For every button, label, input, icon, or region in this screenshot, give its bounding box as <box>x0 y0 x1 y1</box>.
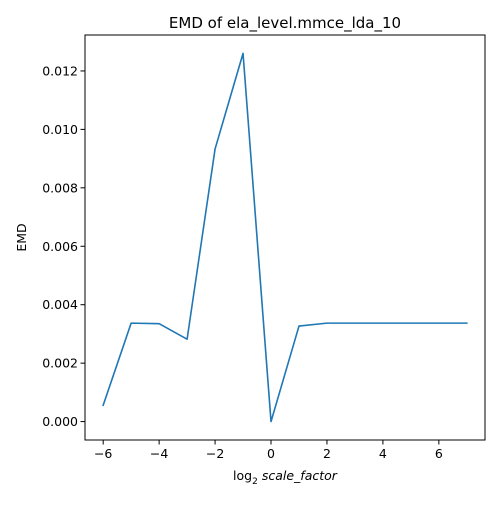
x-axis: −6 −4 −2 0 2 4 6 <box>94 440 443 461</box>
y-tick-label: 0.010 <box>42 122 78 137</box>
x-tick-label: −2 <box>206 446 224 461</box>
x-tick-label: 6 <box>435 446 443 461</box>
y-tick-label: 0.000 <box>42 414 78 429</box>
y-tick-label: 0.012 <box>42 63 78 78</box>
y-axis: 0.000 0.002 0.004 0.006 0.008 0.010 0.012 <box>42 63 85 429</box>
x-tick-label: −6 <box>94 446 112 461</box>
x-tick-label: 2 <box>323 446 331 461</box>
y-axis-label: EMD <box>14 223 29 251</box>
x-tick-label: 4 <box>379 446 387 461</box>
plot-content <box>102 52 468 423</box>
x-axis-label-base: log <box>233 468 252 483</box>
series-line <box>102 52 468 423</box>
y-tick-label: 0.008 <box>42 180 78 195</box>
x-axis-label-variable: scale_factor <box>262 468 338 483</box>
x-axis-label: log2 scale_factor <box>233 468 338 487</box>
y-tick-label: 0.004 <box>42 297 78 312</box>
x-axis-label-subscript: 2 <box>252 477 258 487</box>
x-tick-label: −4 <box>150 446 168 461</box>
chart-title: EMD of ela_level.mmce_lda_10 <box>169 14 401 33</box>
axes-frame <box>84 34 486 441</box>
y-tick-label: 0.002 <box>42 356 78 371</box>
y-tick-label: 0.006 <box>42 239 78 254</box>
x-tick-label: 0 <box>267 446 275 461</box>
